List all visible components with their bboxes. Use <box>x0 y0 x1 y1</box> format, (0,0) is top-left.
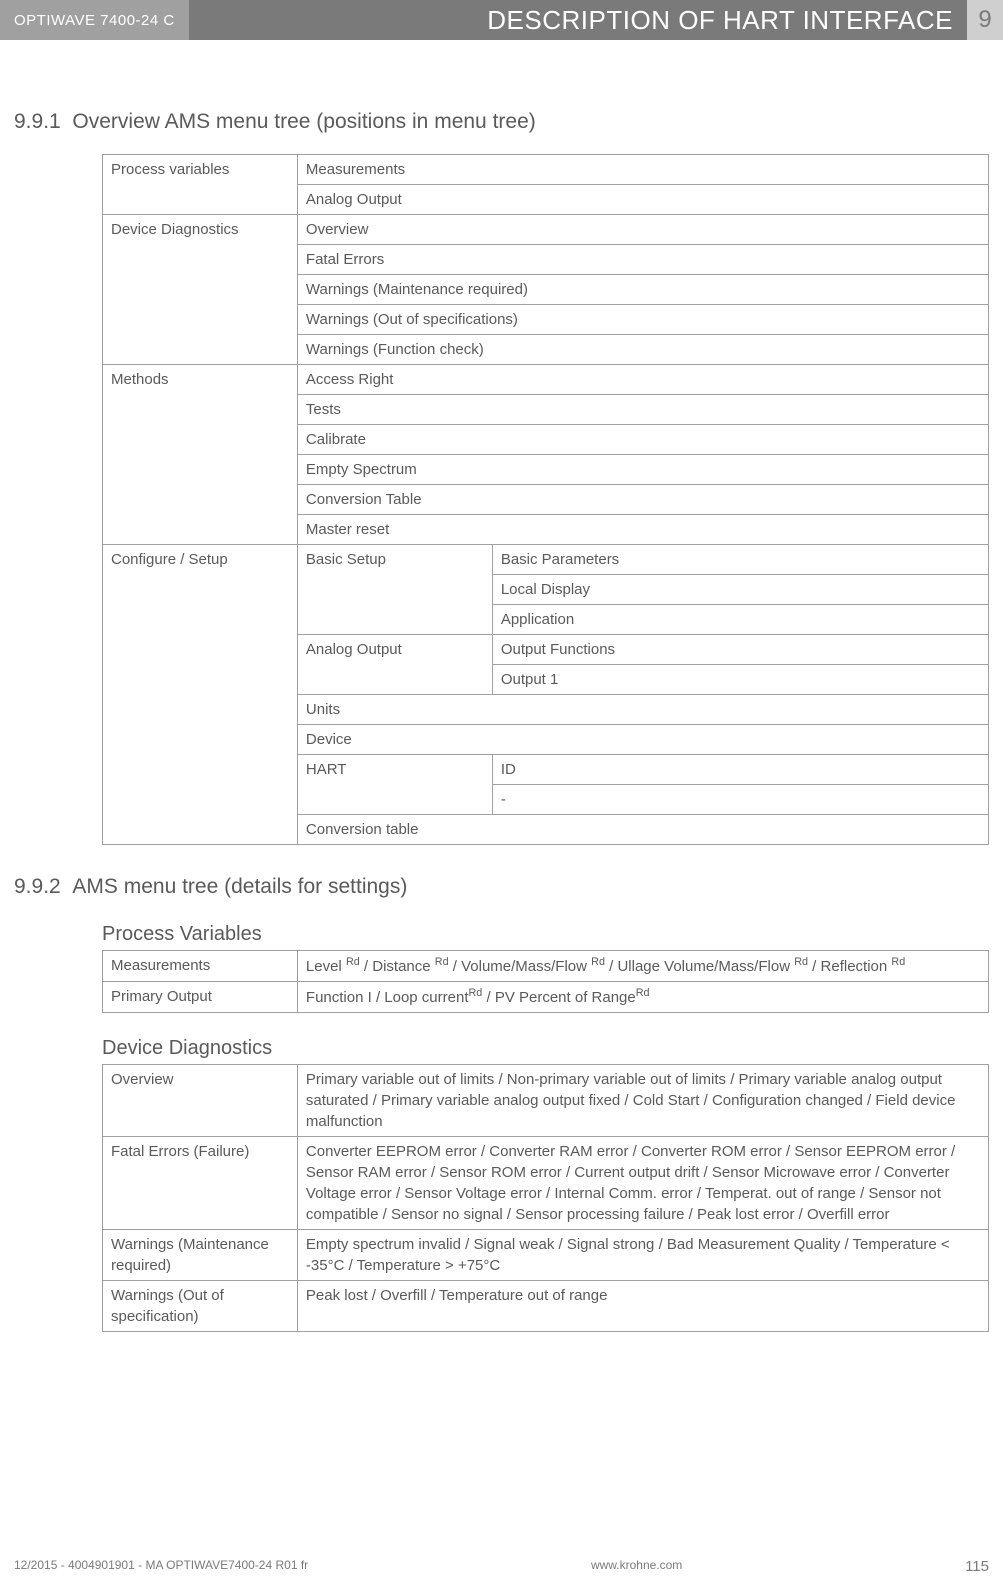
cell-output1: Output 1 <box>492 665 988 695</box>
header-title: DESCRIPTION OF HART INTERFACE <box>189 0 967 40</box>
cell-fatal-errors: Fatal Errors <box>297 245 988 275</box>
cell-label: Fatal Errors (Failure) <box>103 1137 298 1230</box>
ams-overview-table: Process variables Measurements Analog Ou… <box>102 154 989 845</box>
sup: Rd <box>346 956 360 968</box>
cell-basic-parameters: Basic Parameters <box>492 545 988 575</box>
table-row: Fatal Errors (Failure) Converter EEPROM … <box>103 1137 989 1230</box>
cell-empty-spectrum: Empty Spectrum <box>297 455 988 485</box>
text: / Distance <box>360 958 435 975</box>
cell-value: Converter EEPROM error / Converter RAM e… <box>297 1137 988 1230</box>
section-heading-992: 9.9.2 AMS menu tree (details for setting… <box>14 875 989 899</box>
page: OPTIWAVE 7400-24 C DESCRIPTION OF HART I… <box>0 0 1003 1591</box>
cell-hart: HART <box>297 755 492 815</box>
cell-value: Level Rd / Distance Rd / Volume/Mass/Flo… <box>297 951 988 982</box>
section-number: 9.9.1 <box>14 110 61 133</box>
cell-value: Empty spectrum invalid / Signal weak / S… <box>297 1230 988 1281</box>
cell-output-functions: Output Functions <box>492 635 988 665</box>
content: 9.9.1 Overview AMS menu tree (positions … <box>0 40 1003 1332</box>
table-row: Device Diagnostics Overview <box>103 215 989 245</box>
table-row: Overview Primary variable out of limits … <box>103 1065 989 1137</box>
cell-warn-func: Warnings (Function check) <box>297 335 988 365</box>
cell-process-variables: Process variables <box>103 155 298 215</box>
table-row: Warnings (Out of specification) Peak los… <box>103 1281 989 1332</box>
cell-overview: Overview <box>297 215 988 245</box>
sup: Rd <box>636 987 650 999</box>
cell-methods: Methods <box>103 365 298 545</box>
cell-calibrate: Calibrate <box>297 425 988 455</box>
sup: Rd <box>591 956 605 968</box>
section-heading-991: 9.9.1 Overview AMS menu tree (positions … <box>14 110 989 134</box>
footer-center: www.krohne.com <box>308 1558 965 1575</box>
header-product: OPTIWAVE 7400-24 C <box>0 0 189 40</box>
cell-measurements: Measurements <box>297 155 988 185</box>
table-row: Warnings (Maintenance required) Empty sp… <box>103 1230 989 1281</box>
cell-device-diagnostics: Device Diagnostics <box>103 215 298 365</box>
cell-configure-setup: Configure / Setup <box>103 545 298 845</box>
cell-application: Application <box>492 605 988 635</box>
cell-value: Peak lost / Overfill / Temperature out o… <box>297 1281 988 1332</box>
table-row: Methods Access Right <box>103 365 989 395</box>
text: Level <box>306 958 346 975</box>
cell-warn-maint: Warnings (Maintenance required) <box>297 275 988 305</box>
subhead-process-variables: Process Variables <box>102 923 989 946</box>
cell-value: Function I / Loop currentRd / PV Percent… <box>297 982 988 1013</box>
sup: Rd <box>794 956 808 968</box>
section-number: 9.9.2 <box>14 875 61 898</box>
text: / PV Percent of Range <box>482 989 635 1006</box>
cell-analog-output-cfg: Analog Output <box>297 635 492 695</box>
sup: Rd <box>435 956 449 968</box>
text: / Ullage Volume/Mass/Flow <box>605 958 794 975</box>
text: Function I / Loop current <box>306 989 469 1006</box>
cell-label: Warnings (Maintenance required) <box>103 1230 298 1281</box>
footer-left: 12/2015 - 4004901901 - MA OPTIWAVE7400-2… <box>14 1558 308 1575</box>
text: / Reflection <box>808 958 891 975</box>
process-variables-table: Measurements Level Rd / Distance Rd / Vo… <box>102 950 989 1013</box>
cell-label: Primary Output <box>103 982 298 1013</box>
section-title: Overview AMS menu tree (positions in men… <box>72 110 535 133</box>
cell-label: Warnings (Out of specification) <box>103 1281 298 1332</box>
cell-value: Primary variable out of limits / Non-pri… <box>297 1065 988 1137</box>
cell-label: Measurements <box>103 951 298 982</box>
subhead-device-diagnostics: Device Diagnostics <box>102 1037 989 1060</box>
header-bar: OPTIWAVE 7400-24 C DESCRIPTION OF HART I… <box>0 0 1003 40</box>
cell-units: Units <box>297 695 988 725</box>
cell-master-reset: Master reset <box>297 515 988 545</box>
table-row: Process variables Measurements <box>103 155 989 185</box>
device-diagnostics-table: Overview Primary variable out of limits … <box>102 1064 989 1332</box>
footer: 12/2015 - 4004901901 - MA OPTIWAVE7400-2… <box>0 1558 1003 1575</box>
sup: Rd <box>469 987 483 999</box>
chapter-badge: 9 <box>967 0 1003 40</box>
cell-label: Overview <box>103 1065 298 1137</box>
cell-basic-setup: Basic Setup <box>297 545 492 635</box>
cell-warn-spec: Warnings (Out of specifications) <box>297 305 988 335</box>
cell-dash: - <box>492 785 988 815</box>
cell-access-right: Access Right <box>297 365 988 395</box>
footer-page-number: 115 <box>965 1558 989 1575</box>
cell-analog-output: Analog Output <box>297 185 988 215</box>
table-row: Configure / Setup Basic Setup Basic Para… <box>103 545 989 575</box>
table-row: Measurements Level Rd / Distance Rd / Vo… <box>103 951 989 982</box>
cell-conversion-table2: Conversion table <box>297 815 988 845</box>
cell-conversion-table: Conversion Table <box>297 485 988 515</box>
cell-id: ID <box>492 755 988 785</box>
text: / Volume/Mass/Flow <box>449 958 592 975</box>
cell-tests: Tests <box>297 395 988 425</box>
cell-device: Device <box>297 725 988 755</box>
cell-local-display: Local Display <box>492 575 988 605</box>
sup: Rd <box>891 956 905 968</box>
table-row: Primary Output Function I / Loop current… <box>103 982 989 1013</box>
section-title: AMS menu tree (details for settings) <box>72 875 407 898</box>
